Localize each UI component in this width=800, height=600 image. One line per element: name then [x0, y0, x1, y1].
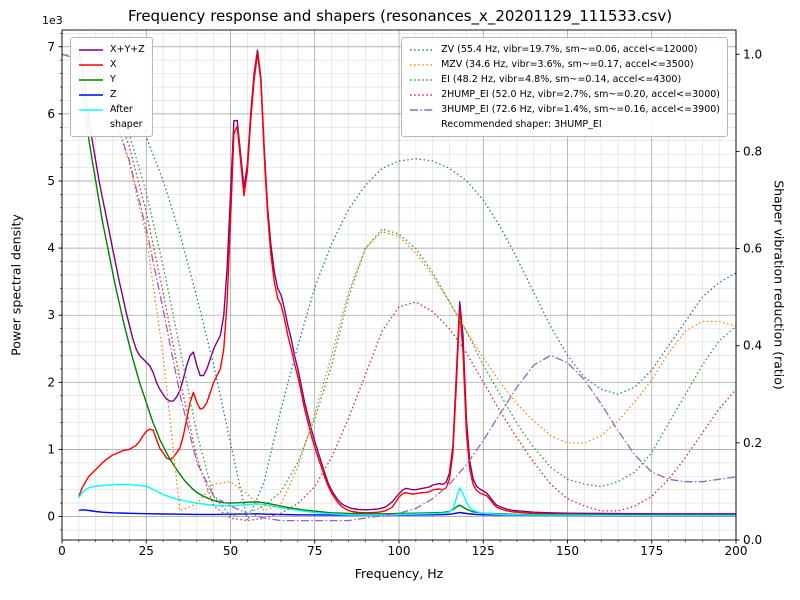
y-left-tick-label: 7 [47, 40, 55, 54]
shaper-series-ei [62, 53, 736, 517]
y-left-tick-label: 4 [47, 241, 55, 255]
x-tick-label: 200 [725, 544, 748, 558]
y-left-tick-label: 6 [47, 107, 55, 121]
legend-line-sample [410, 79, 435, 81]
legend-label: X [110, 59, 117, 70]
y-left-tick-label: 5 [47, 174, 55, 188]
legend-item-after: After shaper [78, 102, 145, 132]
legend-label: Z [110, 89, 117, 100]
tick-labels: 0 25 50 75 100 125 150 175 200 0 1 2 3 4 5 6 7 0.0 0.2 0.4 0… [47, 40, 762, 558]
x-tick-label: 25 [139, 544, 154, 558]
shaper-series-mzv [62, 53, 736, 512]
y-left-tick-label: 2 [47, 375, 55, 389]
shaper-series-2hump_ei [62, 53, 736, 522]
legend-label: EI (48.2 Hz, vibr=4.8%, sm~=0.14, accel<… [441, 74, 682, 85]
legend-label: 2HUMP_EI (52.0 Hz, vibr=2.7%, sm~=0.20, … [441, 89, 720, 100]
y-left-tick-label: 3 [47, 308, 55, 322]
legend-line-sample [79, 109, 103, 111]
y-right-tick-label: 0.4 [743, 339, 762, 353]
legend-line-sample [79, 49, 103, 51]
legend-label: 3HUMP_EI (72.6 Hz, vibr=1.4%, sm~=0.16, … [441, 104, 720, 115]
legend-item-zv: ZV (55.4 Hz, vibr=19.7%, sm~=0.06, accel… [409, 42, 720, 57]
psd-series-z [78, 509, 736, 517]
y-right-tick-label: 0.2 [743, 436, 762, 450]
shaper-series-3hump_ei [62, 53, 736, 522]
psd-legend: X+Y+Z X Y Z After shaper [70, 37, 153, 137]
legend-item-x: X [78, 57, 145, 72]
x-tick-label: 175 [640, 544, 663, 558]
legend-item-mzv: MZV (34.6 Hz, vibr=3.6%, sm~=0.17, accel… [409, 57, 720, 72]
legend-item-z: Z [78, 87, 145, 102]
y-left-tick-label: 0 [47, 510, 55, 524]
tick-marks [58, 33, 740, 544]
x-tick-label: 100 [388, 544, 411, 558]
legend-label: X+Y+Z [110, 44, 145, 55]
legend-label: ZV (55.4 Hz, vibr=19.7%, sm~=0.06, accel… [441, 44, 698, 55]
legend-item-y: Y [78, 72, 145, 87]
shaper-legend: ZV (55.4 Hz, vibr=19.7%, sm~=0.06, accel… [401, 37, 728, 137]
y-axis-offset-text: 1e3 [42, 14, 63, 27]
legend-line-sample [410, 94, 435, 96]
y-right-tick-label: 0.0 [743, 533, 762, 547]
x-tick-label: 125 [472, 544, 495, 558]
legend-label: After shaper [110, 104, 143, 130]
x-tick-label: 150 [556, 544, 579, 558]
psd-series-x [78, 52, 736, 516]
x-tick-label: 75 [307, 544, 322, 558]
y-left-tick-label: 1 [47, 442, 55, 456]
legend-line-sample [79, 64, 103, 66]
legend-item-x-y-z: X+Y+Z [78, 42, 145, 57]
y-right-tick-label: 0.8 [743, 144, 762, 158]
x-axis-label: Frequency, Hz [354, 566, 444, 581]
legend-line-sample [410, 64, 435, 66]
shaper-series-zv [62, 53, 736, 522]
legend-item-3hump_ei: 3HUMP_EI (72.6 Hz, vibr=1.4%, sm~=0.16, … [409, 102, 720, 117]
legend-label: MZV (34.6 Hz, vibr=3.6%, sm~=0.17, accel… [441, 59, 694, 70]
x-tick-label: 0 [58, 544, 66, 558]
y-right-tick-label: 0.6 [743, 242, 762, 256]
x-tick-label: 50 [223, 544, 238, 558]
legend-item-recommended: Recommended shaper: 3HUMP_EI [409, 117, 720, 132]
series-lines [62, 49, 736, 522]
legend-item-2hump_ei: 2HUMP_EI (52.0 Hz, vibr=2.7%, sm~=0.20, … [409, 87, 720, 102]
legend-label: Y [110, 74, 116, 85]
legend-item-ei: EI (48.2 Hz, vibr=4.8%, sm~=0.14, accel<… [409, 72, 720, 87]
psd-series-y [78, 73, 736, 516]
y-right-axis-label: Shaper vibration reduction (ratio) [771, 180, 787, 390]
legend-line-sample [410, 109, 435, 111]
legend-line-sample [79, 79, 103, 81]
y-right-tick-label: 1.0 [743, 47, 762, 61]
y-left-axis-label: Power spectral density [8, 214, 24, 356]
legend-line-sample [410, 49, 435, 51]
legend-label: Recommended shaper: 3HUMP_EI [441, 119, 602, 130]
legend-line-sample [79, 94, 103, 96]
minor-gridlines [62, 30, 736, 540]
legend-line-sample [409, 117, 435, 132]
psd-series-after-shaper [78, 483, 736, 517]
chart-title: Frequency response and shapers (resonanc… [127, 7, 673, 25]
